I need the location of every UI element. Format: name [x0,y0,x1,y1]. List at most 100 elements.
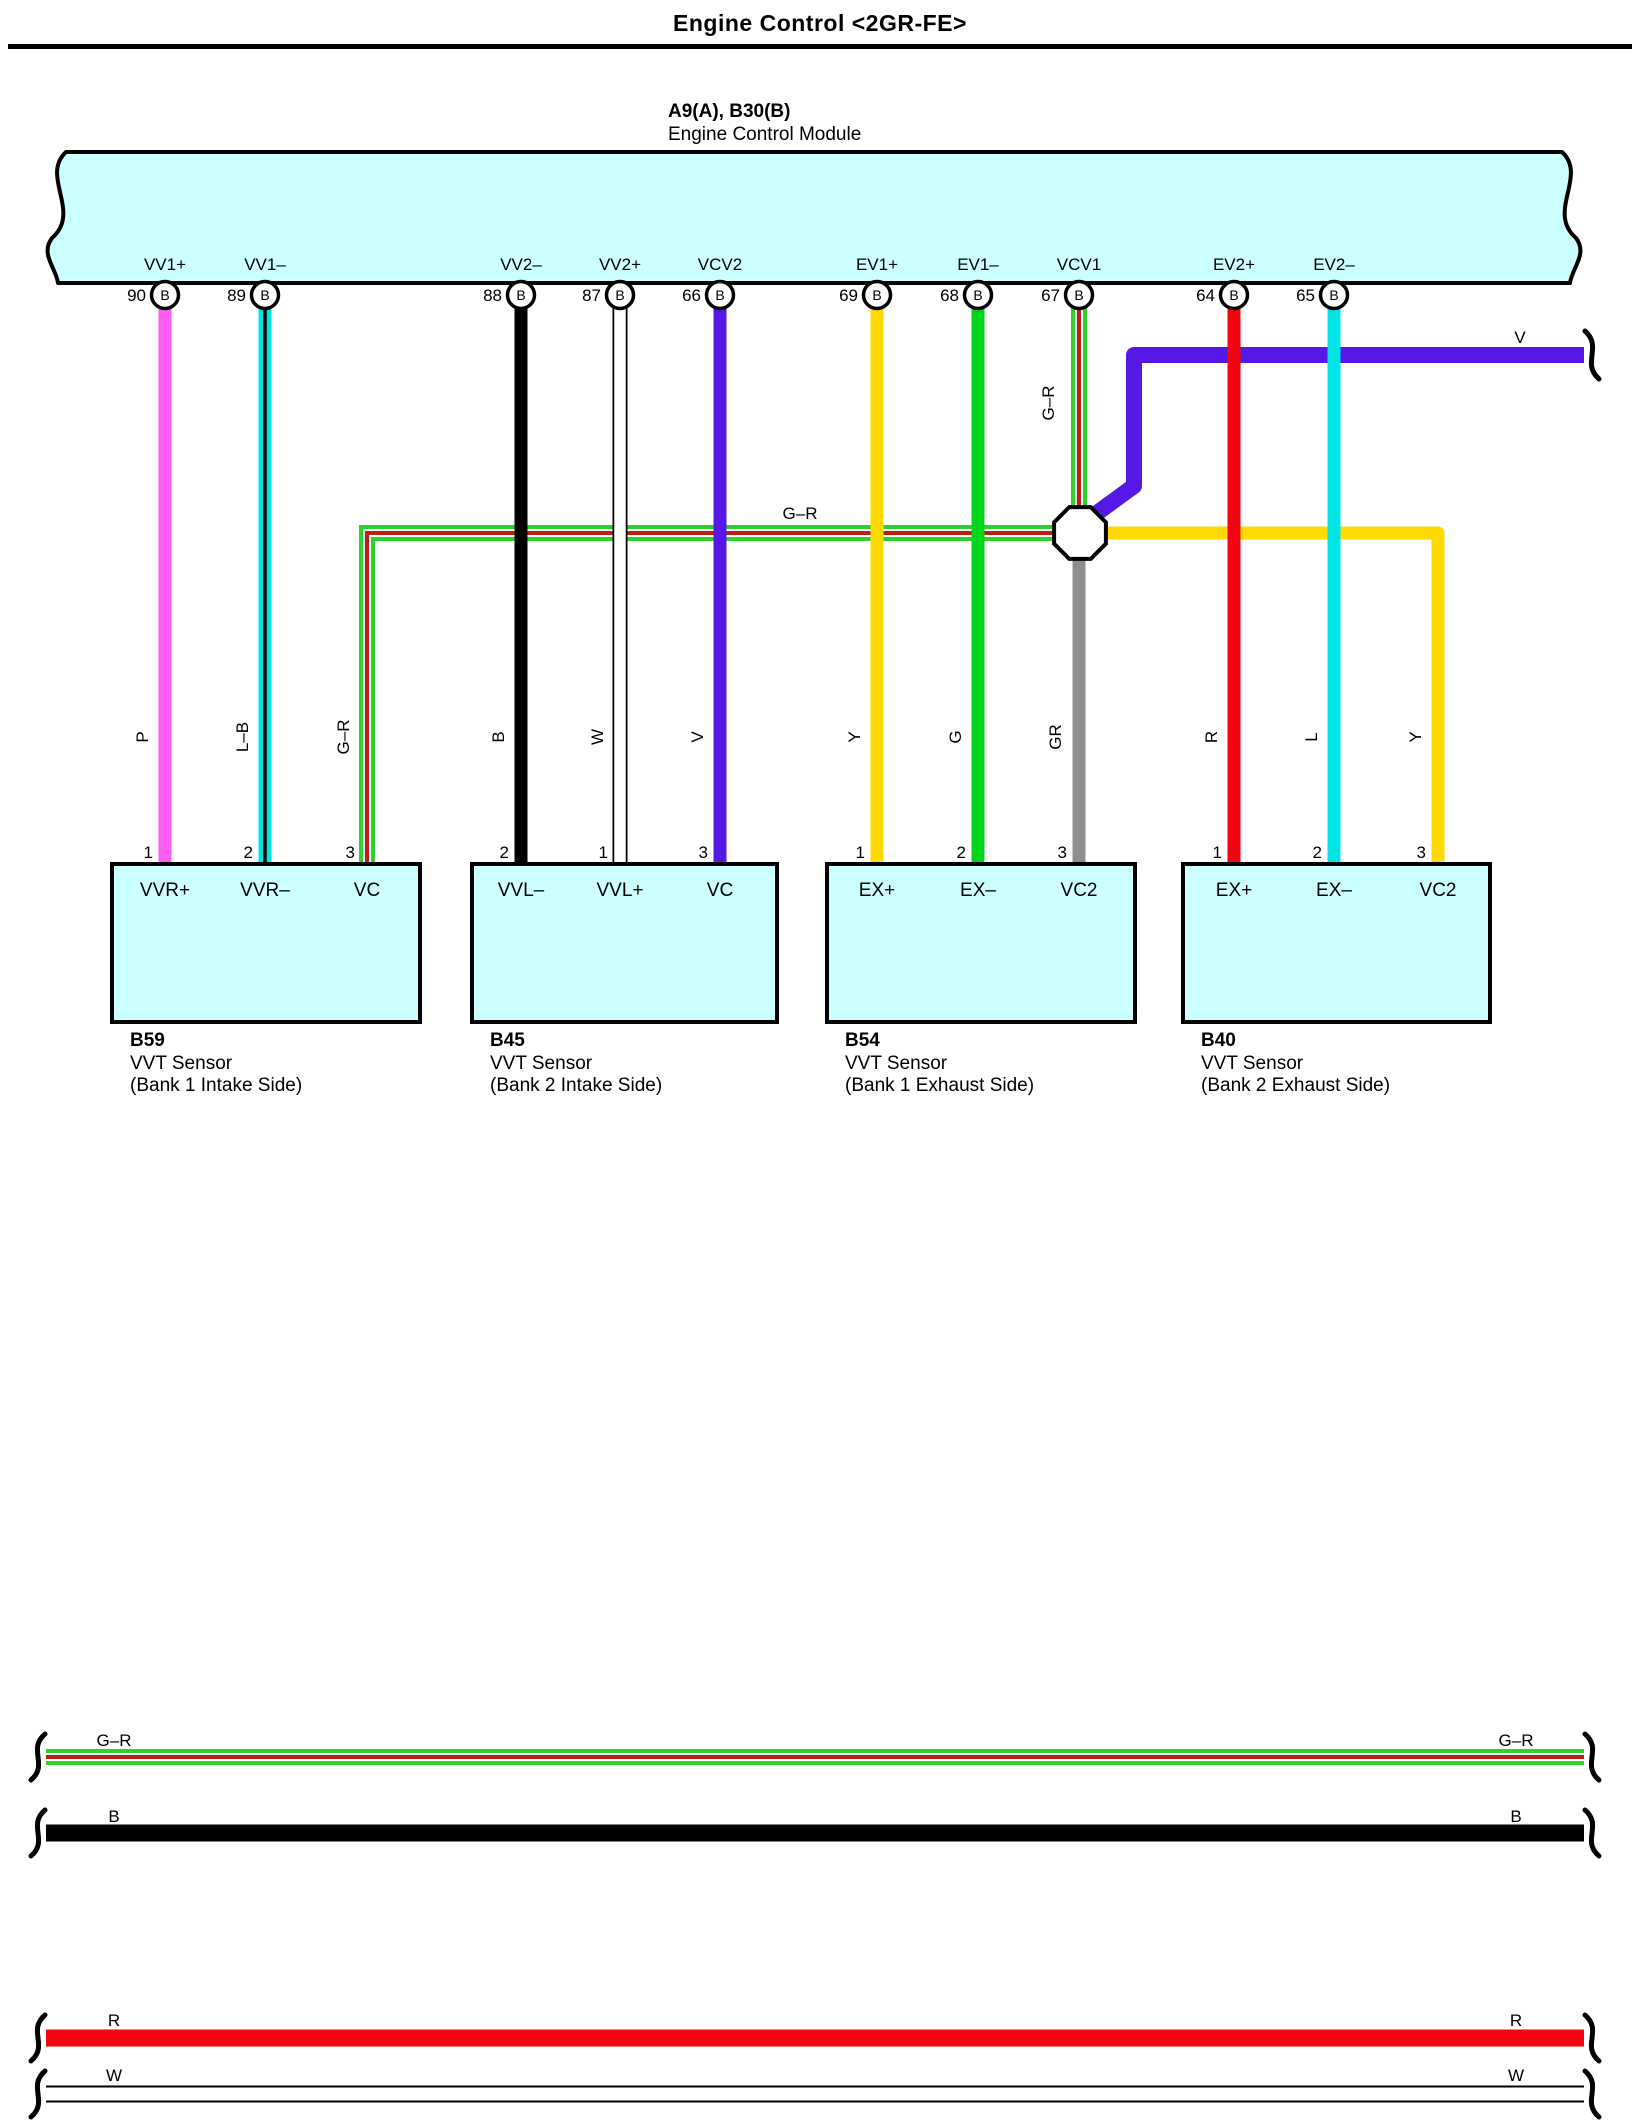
sensor-location: (Bank 2 Exhaust Side) [1201,1075,1390,1096]
wire-break-squiggle [28,2012,48,2064]
terminal-number: 1 [1213,843,1222,862]
sensor-id: B40 [1201,1030,1236,1051]
pin-signal-label: VV2– [500,255,542,274]
offpage-v-break-squiggle [1582,328,1602,382]
wire-y-branch-to-b40 [1104,526,1445,866]
wire-gr-branch-to-b59 [371,537,1054,866]
sensor-location: (Bank 2 Intake Side) [490,1075,662,1096]
wire-code-label: B [489,731,508,742]
sensor-box-B45 [470,862,779,1024]
wire-break-squiggle [1582,1731,1602,1783]
terminal-label: EX+ [859,880,895,901]
pin-signal-label: EV1– [957,255,999,274]
terminal-number: 3 [346,843,355,862]
terminal-number: 3 [1417,843,1426,862]
pin-signal-label: VCV1 [1057,255,1101,274]
pin-connector-letter: B [260,287,269,303]
sensor-id: B45 [490,1030,525,1051]
terminal-label: EX+ [1216,880,1252,901]
pin-number: 68 [940,286,959,305]
pin-connector-letter: B [872,287,881,303]
terminal-number: 1 [599,843,608,862]
pin-connector-letter: B [160,287,169,303]
sensor-box-B54 [825,862,1137,1024]
bottom-wire-label-right: R [1510,2011,1522,2030]
wire-code-label: W [588,729,607,745]
title-underline [8,44,1632,49]
terminal-number: 3 [1058,843,1067,862]
pin-terminal-89 [249,279,281,311]
terminal-number: 2 [957,843,966,862]
wire-v-offpage [1092,347,1584,520]
pin-connector-letter: B [615,287,624,303]
pin-signal-label: EV2– [1313,255,1355,274]
terminal-number: 3 [699,843,708,862]
ecm-name: Engine Control Module [668,124,861,145]
ecm-box [45,150,1583,285]
sensor-box-B59 [110,862,422,1024]
pin-terminal-64 [1218,279,1250,311]
pin-terminal-65 [1318,279,1350,311]
terminal-number: 2 [500,843,509,862]
wire-code-label: R [1202,731,1221,743]
sensor-location: (Bank 1 Intake Side) [130,1075,302,1096]
gr-vertical-wire-label: G–R [1039,386,1058,421]
pin-number: 65 [1296,286,1315,305]
ecm-connector-code: A9(A), B30(B) [668,101,790,122]
sensor-name: VVT Sensor [1201,1053,1304,1074]
bottom-wire-label-left: W [106,2066,122,2085]
wire-code-label: G–R [334,720,353,755]
terminal-number: 2 [1313,843,1322,862]
wire-code-label: L–B [233,722,252,752]
sensor-name: VVT Sensor [845,1053,948,1074]
pin-connector-letter: B [1074,287,1083,303]
pin-number: 88 [483,286,502,305]
bottom-wire-label-left: R [108,2011,120,2030]
pin-connector-letter: B [516,287,525,303]
pin-number: 87 [582,286,601,305]
terminal-label: VVL– [498,880,545,901]
pin-number: 67 [1041,286,1060,305]
bottom-wire-label-right: W [1508,2066,1524,2085]
wire-code-label: L [1302,732,1321,741]
pin-terminal-90 [149,279,181,311]
wire-code-label: Y [845,731,864,742]
terminal-label: VVR– [240,880,290,901]
terminal-label: VC2 [1420,880,1457,901]
pin-terminal-68 [962,279,994,311]
sensor-id: B54 [845,1030,880,1051]
wire-break-squiggle [28,1807,48,1859]
sensor-id: B59 [130,1030,165,1051]
terminal-number: 1 [856,843,865,862]
wire-code-label: Y [1406,731,1425,742]
terminal-label: EX– [1316,880,1352,901]
pin-signal-label: VV1– [244,255,286,274]
offpage-v-wire-label: V [1514,328,1526,347]
wire-break-squiggle [28,2068,48,2120]
sensor-location: (Bank 1 Exhaust Side) [845,1075,1034,1096]
terminal-label: VVR+ [140,880,190,901]
wire-break-squiggle [1582,2012,1602,2064]
pin-terminal-87 [604,279,636,311]
terminal-label: VC2 [1061,880,1098,901]
wire-break-squiggle [28,1731,48,1783]
pin-terminal-69 [861,279,893,311]
gr-horizontal-wire-label: G–R [783,504,818,523]
pin-terminal-88 [505,279,537,311]
bottom-wire-label-left: B [108,1807,119,1826]
sensor-name: VVT Sensor [490,1053,593,1074]
sensor-box-B40 [1181,862,1492,1024]
pin-number: 66 [682,286,701,305]
wire-break-squiggle [1582,2068,1602,2120]
pin-signal-label: EV2+ [1213,255,1255,274]
page-title: Engine Control <2GR-FE> [673,10,967,36]
wire-gr-branch-to-b59 [365,531,1054,866]
terminal-label: VC [354,880,380,901]
pin-signal-label: VV2+ [599,255,641,274]
sensor-name: VVT Sensor [130,1053,233,1074]
pin-signal-label: VV1+ [144,255,186,274]
wire-code-label: P [133,731,152,742]
terminal-label: VVL+ [596,880,643,901]
pin-connector-letter: B [973,287,982,303]
